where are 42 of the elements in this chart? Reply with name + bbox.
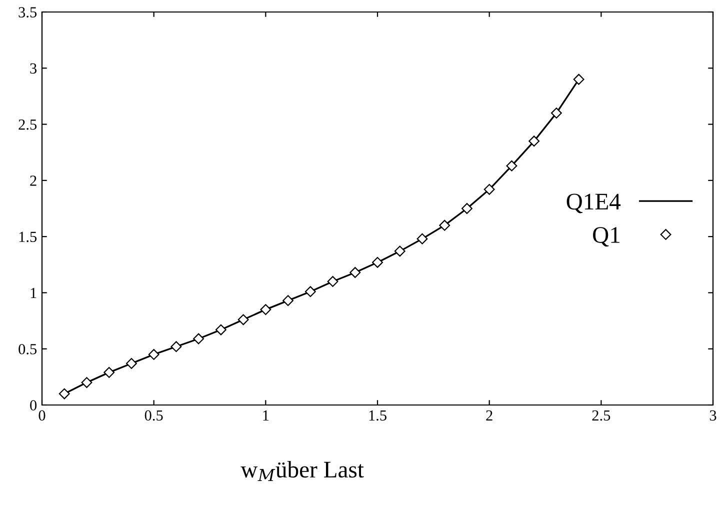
y-tick-label: 1 [30, 288, 36, 298]
x-tick-label: 1.5 [369, 410, 386, 421]
point [304, 286, 316, 298]
legend-label: Q1E4 [566, 194, 621, 214]
point [104, 366, 115, 378]
point [528, 136, 540, 147]
point [260, 304, 272, 316]
x-tick-label: 2.5 [592, 410, 610, 421]
point [327, 276, 338, 287]
x-tick-label: 2 [486, 410, 492, 420]
point [148, 349, 160, 360]
y-tick-label: 2 [30, 176, 36, 186]
point [484, 184, 495, 195]
y-tick-label: 0 [30, 400, 37, 410]
point [215, 324, 226, 336]
point [439, 220, 450, 231]
y-tick-label: 2.5 [18, 119, 37, 130]
x-tick-label: 0 [38, 410, 46, 421]
point [126, 358, 137, 369]
point [350, 267, 361, 278]
point [238, 314, 249, 326]
x-tick-label: 3 [710, 410, 716, 421]
y-tick-label: 3 [30, 63, 37, 74]
point [394, 246, 406, 257]
point [416, 233, 428, 244]
x-axis-title: w$_{M}$über Last [240, 460, 364, 482]
point [573, 74, 584, 85]
y-tick-label: 1.5 [19, 232, 37, 242]
point [193, 333, 204, 344]
y-tick-label: 3.5 [18, 7, 37, 18]
legend-label: Q1 [593, 227, 620, 247]
point [170, 341, 182, 352]
point [81, 377, 92, 388]
point [462, 203, 472, 214]
point [550, 108, 562, 119]
point [58, 388, 70, 400]
point [372, 256, 383, 268]
y-tick-label: 0.5 [18, 344, 37, 354]
x-tick-label: 1 [263, 410, 269, 420]
point [282, 295, 294, 306]
x-tick-label: 0.5 [144, 410, 163, 421]
point [506, 160, 518, 172]
